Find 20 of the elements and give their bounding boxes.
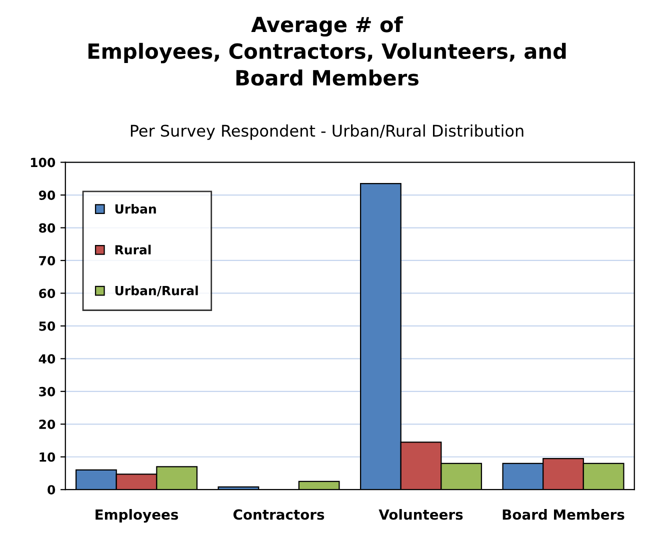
x-tick-label: Board Members (502, 509, 624, 520)
chart-subtitle: Per Survey Respondent - Urban/Rural Distribution (130, 124, 524, 140)
y-tick-label: 20 (39, 420, 56, 430)
y-tick-label: 80 (39, 223, 56, 233)
y-tick-label: 70 (39, 256, 56, 266)
x-tick-label: Volunteers (378, 509, 463, 520)
chart-title: Average # of Employees, Contractors, Volunteers, and Board Members (88, 16, 566, 86)
y-tick-label: 40 (38, 354, 56, 364)
y-tick-label: 50 (39, 321, 56, 331)
legend-label: Urban (115, 204, 156, 214)
legend-label: Urban/Rural (115, 286, 198, 296)
y-tick-label: 90 (38, 190, 56, 200)
y-tick-label: 10 (40, 452, 56, 462)
y-tick-label: 0 (48, 485, 56, 495)
x-tick-label: Contractors (233, 509, 324, 520)
legend-label: Rural (115, 244, 151, 254)
x-tick-label: Employees (96, 509, 178, 523)
y-tick-label: 30 (39, 386, 56, 396)
y-tick-label: 60 (39, 288, 56, 298)
y-tick-label: 100 (30, 158, 56, 168)
